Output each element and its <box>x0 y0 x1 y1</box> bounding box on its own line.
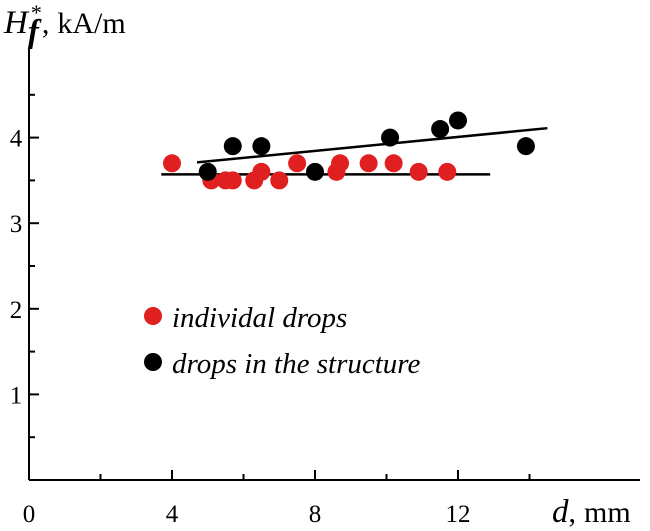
y-axis-label-separator: , <box>42 7 50 40</box>
y-tick-label: 2 <box>10 297 23 324</box>
y-tick-label: 3 <box>10 211 23 238</box>
legend-label-individual: individal drops <box>172 302 347 334</box>
point-individual <box>359 154 378 173</box>
x-axis-label-symbol: d <box>552 494 569 530</box>
y-tick-label: 4 <box>10 126 23 153</box>
x-axis-label-separator: , <box>569 496 577 529</box>
point-structure <box>306 162 324 181</box>
point-individual <box>409 162 428 181</box>
trendline-structure <box>196 126 548 164</box>
y-axis-label-symbol: H <box>3 5 30 41</box>
x-tick-label: 0 <box>23 501 36 528</box>
point-individual <box>438 162 457 181</box>
trendlines <box>161 126 548 176</box>
point-individual <box>288 154 307 173</box>
point-structure <box>198 162 217 181</box>
legend-label-structure: drops in the structure <box>172 348 420 380</box>
point-individual <box>384 154 403 173</box>
point-individual <box>331 154 350 173</box>
x-tick-label: 4 <box>166 501 179 528</box>
point-structure <box>223 137 242 156</box>
y-axis-label-unit: kA/m <box>57 7 125 40</box>
x-tick-label: 12 <box>446 501 471 528</box>
point-structure <box>252 137 271 156</box>
x-axis-label: d, mm <box>552 494 631 530</box>
point-individual <box>163 154 181 173</box>
y-axis-label-superscript: * <box>31 0 42 25</box>
legend: individal drops drops in the structure <box>144 302 420 380</box>
legend-marker-individual <box>144 307 162 325</box>
legend-marker-structure <box>144 353 162 371</box>
points <box>163 111 535 190</box>
point-structure <box>516 137 535 156</box>
y-tick-label: 1 <box>10 382 23 409</box>
x-axis-label-unit: mm <box>584 496 631 529</box>
ticks <box>28 93 531 480</box>
point-individual <box>252 162 271 181</box>
y-axis-label: Hf*, kA/m <box>3 0 126 50</box>
point-structure <box>431 120 450 139</box>
point-individual <box>270 171 289 190</box>
x-tick-label: 8 <box>309 501 322 528</box>
y-axis-label-subscript: f <box>28 14 42 50</box>
point-structure <box>449 111 467 130</box>
point-individual <box>223 171 242 190</box>
point-structure <box>381 128 400 147</box>
